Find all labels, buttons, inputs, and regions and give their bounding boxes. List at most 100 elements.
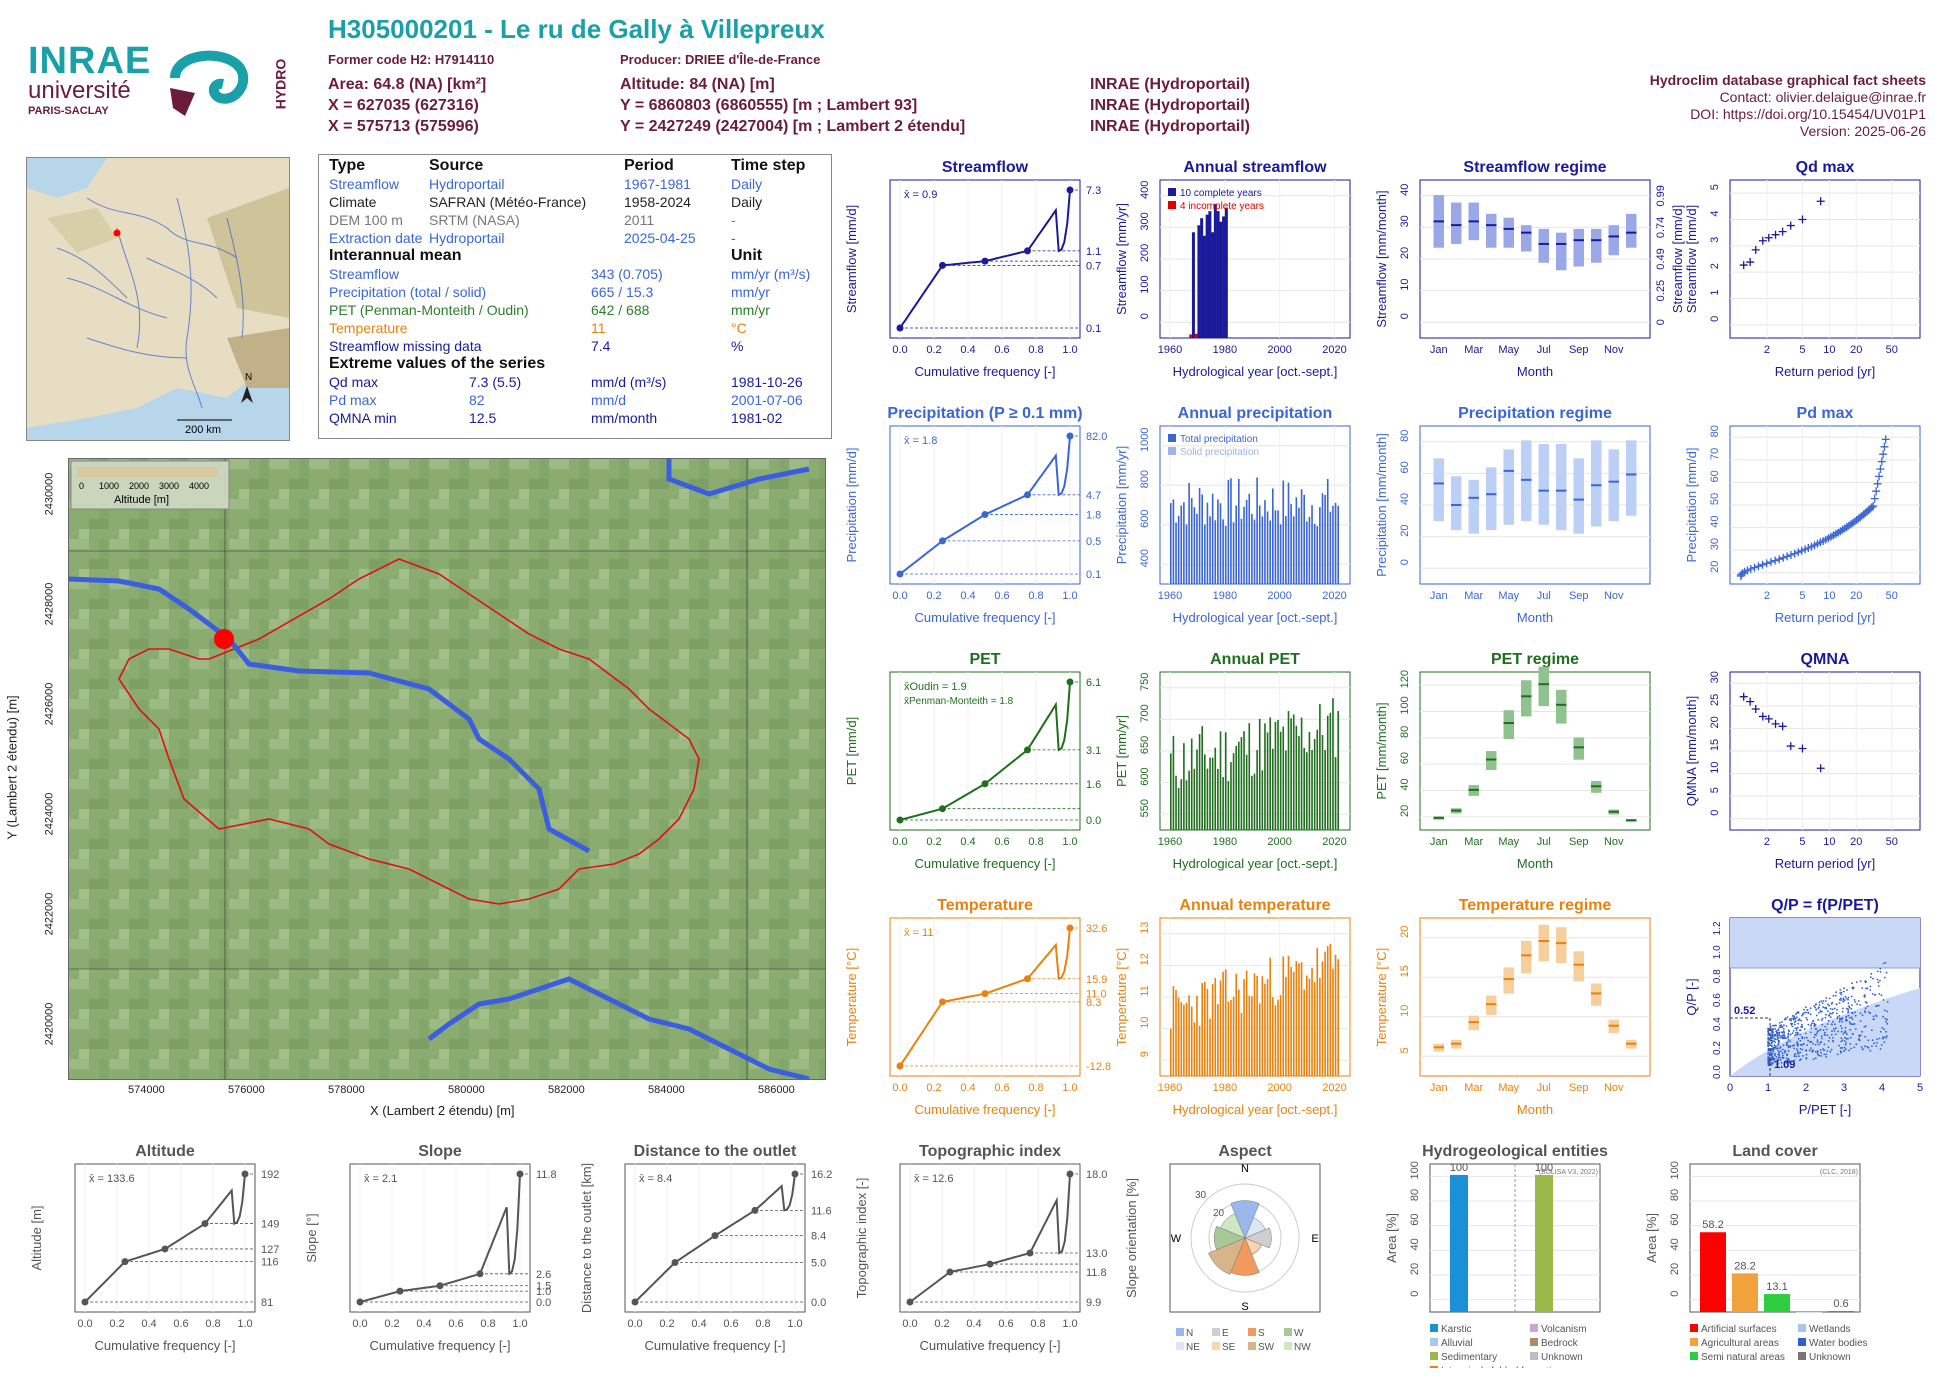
scatter-point [1815, 1008, 1818, 1011]
legend-label: Bedrock [1541, 1338, 1579, 1349]
scatter-point [1778, 1047, 1781, 1050]
data-point [896, 570, 904, 578]
scatter-point [1771, 1048, 1773, 1050]
doi[interactable]: DOI: https://doi.org/10.15454/UV01P1 [1690, 106, 1926, 122]
scatter-point [1769, 1061, 1772, 1064]
x-tick-label: Jan [1430, 836, 1448, 848]
bar [1201, 726, 1203, 830]
data-point [1746, 697, 1755, 706]
altitude-legend-title: Altitude [m] [114, 494, 169, 506]
bar [1198, 488, 1201, 584]
scatter-point [1828, 1004, 1830, 1007]
scatter-point [1800, 1025, 1803, 1028]
river-south [427, 976, 810, 1079]
bar [1319, 507, 1321, 584]
label-ppet: 1.09 [1774, 1059, 1795, 1071]
extreme-name: Qd max [329, 374, 379, 390]
y-tick-label: 30 [1399, 215, 1411, 227]
scatter-point [1815, 1034, 1817, 1037]
mean-unit: mm/yr (m³/s) [731, 266, 811, 282]
bar [1334, 757, 1337, 830]
scatter-point [1851, 1018, 1854, 1020]
chart-title: Precipitation (P ≥ 0.1 mm) [887, 405, 1082, 422]
scatter-point [1784, 1049, 1786, 1052]
box [1451, 476, 1462, 531]
x-tick-label: May [1498, 836, 1519, 848]
scatter-point [1884, 961, 1887, 964]
legend-label: Solid precipitation [1180, 447, 1259, 458]
extreme-unit: mm/month [591, 410, 658, 426]
x-axis-label: Return period [yr] [1775, 364, 1875, 379]
chart-title: Qd max [1796, 159, 1855, 176]
france-map-svg: N 200 km [27, 158, 289, 436]
scatter-point [1843, 987, 1845, 990]
scatter-point [1825, 1053, 1827, 1056]
plot-frame [889, 671, 1081, 831]
scatter-point [1820, 1019, 1823, 1022]
scatter-point [1794, 1034, 1796, 1037]
panel-landcover: Land cover Area [%] 0 20 40 60 80 100 58.2 28.2 13… [1630, 1140, 1930, 1368]
aspect-wedge [1220, 1213, 1246, 1239]
right-value-label: 0.1 [1086, 569, 1101, 581]
y-tick-label: 200 [1139, 244, 1151, 262]
legend-label: Total precipitation [1180, 434, 1258, 445]
bar [1290, 504, 1292, 584]
chart-title: Pd max [1797, 405, 1854, 422]
scatter-point [1801, 1014, 1803, 1017]
box [1503, 710, 1514, 740]
scatter-point [1841, 1039, 1844, 1042]
bar [1235, 973, 1237, 1076]
scatter-point [1817, 1043, 1820, 1046]
right-value-label: 82.0 [1086, 431, 1107, 443]
x-tick-label: 10 [1823, 836, 1835, 848]
logo-inrae-text: INRAE [28, 40, 152, 82]
scatter-point [1767, 1062, 1770, 1065]
bar [1279, 995, 1282, 1076]
x-tick-label: Mar [1464, 1082, 1483, 1094]
mean-value: 11 [591, 320, 606, 336]
legend-swatch [1530, 1352, 1538, 1360]
bar [1300, 962, 1303, 1076]
right-value-label: 8.4 [811, 1231, 826, 1243]
contact[interactable]: Contact: olivier.delaigue@inrae.fr [1719, 89, 1926, 105]
ring-label: 20 [1213, 1208, 1225, 1219]
info-table: Type Source Period Time step Streamflow … [318, 154, 832, 439]
bar [1206, 768, 1209, 830]
bar [1189, 334, 1193, 338]
x-tick-label: 0.0 [77, 1318, 92, 1330]
scatter-point [1767, 1038, 1770, 1041]
box [1591, 228, 1602, 263]
bar [1248, 493, 1251, 584]
logo-hydro: HYDRO [165, 48, 295, 120]
bar [1316, 729, 1319, 830]
data-point [1766, 558, 1775, 566]
scatter-point [1827, 1003, 1829, 1006]
y-axis-label: Precipitation [mm/yr] [1114, 446, 1129, 564]
bar [1324, 951, 1326, 1076]
y-tick-label: 1.0 [1712, 945, 1723, 959]
scatter-point [1876, 1004, 1879, 1007]
y-axis-label: PET [mm/d] [844, 717, 859, 785]
scatter-point [1783, 1031, 1786, 1034]
bar [1285, 750, 1287, 830]
bar [1256, 477, 1258, 584]
scatter-point [1851, 1004, 1853, 1006]
chart-title: Annual PET [1210, 651, 1300, 668]
scatter-point [1824, 1031, 1826, 1034]
bar [1183, 502, 1185, 584]
legend-label: Alluvial [1441, 1338, 1473, 1349]
panel-hydrogeology: Hydrogeological entities Area [%] 0 20 40 60 8… [1370, 1140, 1670, 1377]
x-tick-label: 2 [1764, 344, 1770, 356]
y-tick-label: 40 [1409, 1238, 1421, 1250]
scatter-point [1866, 987, 1869, 990]
box [1486, 467, 1497, 531]
scatter-point [1849, 1028, 1852, 1031]
scatter-point [1836, 1053, 1839, 1056]
y-axis-label: Area [%] [1384, 1213, 1399, 1263]
unit-header: Unit [731, 247, 763, 264]
x-tick-label: 0.2 [926, 590, 941, 602]
box [1538, 924, 1549, 962]
x-tick-label: 0.2 [934, 1318, 949, 1330]
y-tick-label: 750 [1139, 673, 1151, 691]
compass-n: N [1241, 1163, 1249, 1175]
